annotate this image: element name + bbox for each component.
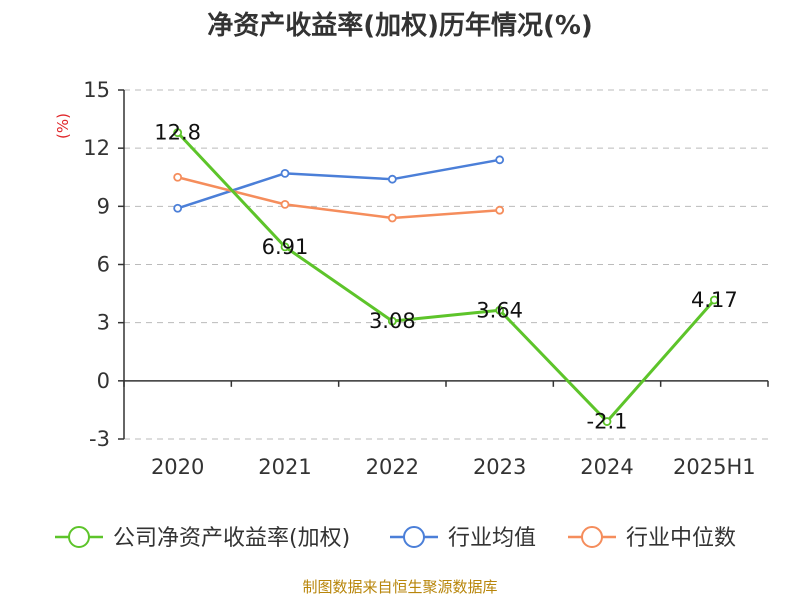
data-point — [495, 305, 505, 315]
axes: -3 0 3 6 9 12 15 2020 2021 2022 2023 2024 2025H1 — [83, 78, 769, 479]
legend-item-2: 行业中位数 — [568, 526, 736, 551]
y-tick-label: 3 — [97, 311, 110, 335]
y-tick-label: 6 — [97, 253, 110, 277]
x-tick-label: 2021 — [258, 455, 311, 479]
data-point — [173, 172, 183, 182]
data-point — [280, 168, 290, 178]
legend: 公司净资产收益率(加权) 行业均值 行业中位数 — [55, 526, 736, 551]
legend-swatch-marker — [581, 526, 603, 548]
series-1 — [173, 155, 505, 213]
legend-item-1: 行业均值 — [390, 526, 536, 551]
series-line — [176, 131, 716, 424]
x-tick-label: 2020 — [151, 455, 204, 479]
x-tick-label: 2022 — [366, 455, 419, 479]
legend-swatch-marker — [403, 526, 425, 548]
data-point — [387, 213, 397, 223]
data-label: 3.08 — [369, 309, 416, 333]
data-point — [280, 242, 290, 252]
legend-label: 公司净资产收益率(加权) — [113, 526, 350, 551]
data-point — [280, 199, 290, 209]
y-tick-label: 0 — [97, 369, 110, 393]
footer-source: 制图数据来自恒生聚源数据库 — [302, 578, 497, 596]
y-tick-label: 15 — [83, 78, 110, 102]
legend-item-0: 公司净资产收益率(加权) — [55, 526, 350, 551]
legend-label: 行业均值 — [448, 526, 536, 551]
legend-label: 行业中位数 — [626, 526, 736, 551]
chart-title: 净资产收益率(加权)历年情况(%) — [207, 10, 593, 41]
data-point — [387, 174, 397, 184]
series-lines — [173, 128, 719, 426]
y-tick-label: 12 — [83, 136, 110, 160]
data-label: 12.8 — [154, 121, 201, 145]
y-tick-label: 9 — [97, 194, 110, 218]
data-labels: 12.8 6.91 3.08 3.64 -2.1 4.17 — [154, 121, 737, 434]
series-0 — [173, 128, 719, 426]
data-label: 6.91 — [262, 235, 309, 259]
y-tick-label: -3 — [89, 427, 110, 451]
data-label: -2.1 — [587, 410, 628, 434]
y-axis-label: (%) — [54, 113, 72, 139]
x-tick-label: 2024 — [580, 455, 633, 479]
data-point — [495, 155, 505, 165]
data-point — [602, 417, 612, 426]
x-tick-label: 2023 — [473, 455, 526, 479]
data-label: 4.17 — [691, 288, 738, 312]
data-label: 3.64 — [476, 298, 523, 322]
data-point — [495, 205, 505, 215]
legend-swatch-marker — [68, 526, 90, 548]
data-point — [387, 316, 397, 326]
data-point — [173, 128, 183, 138]
grid-lines — [124, 89, 768, 440]
data-point — [709, 295, 719, 305]
x-tick-label: 2025H1 — [673, 455, 756, 479]
data-point — [173, 203, 183, 213]
